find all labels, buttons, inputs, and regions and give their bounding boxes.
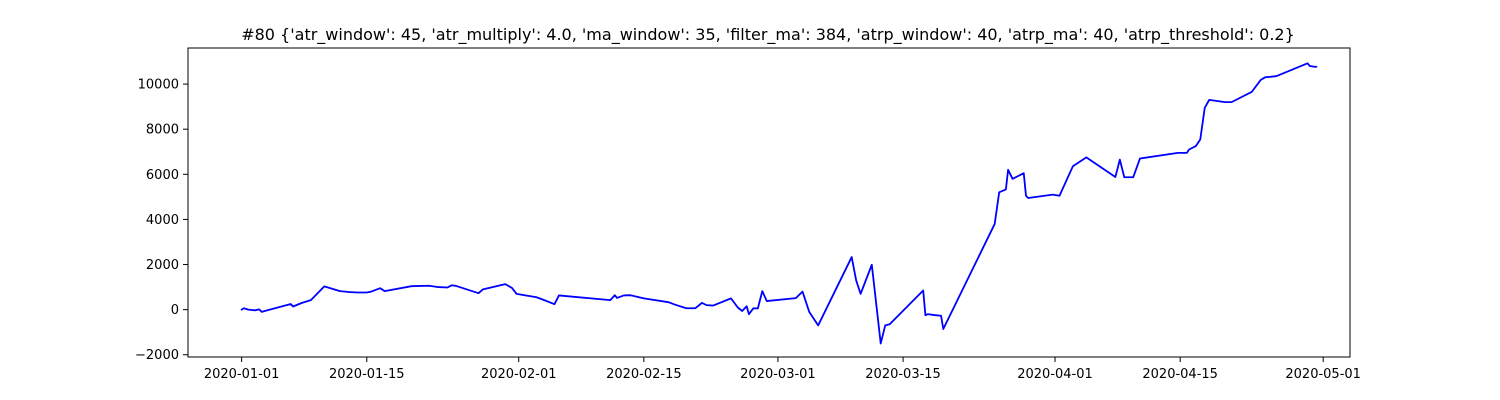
y-tick-label: −2000 <box>135 348 179 363</box>
plot-area <box>188 48 1350 357</box>
chart-title: #80 {'atr_window': 45, 'atr_multiply': 4… <box>241 25 1295 45</box>
x-tick-label: 2020-03-01 <box>740 367 816 382</box>
x-tick-label: 2020-01-15 <box>329 367 405 382</box>
x-tick-label: 2020-05-01 <box>1285 367 1361 382</box>
y-axis: −2000 0 2000 4000 6000 8000 10000 <box>135 78 188 363</box>
x-tick-label: 2020-04-15 <box>1142 367 1218 382</box>
y-tick-label: 2000 <box>146 258 179 273</box>
y-tick-label: 10000 <box>138 78 179 93</box>
y-tick-label: 8000 <box>146 123 179 138</box>
y-tick-label: 6000 <box>146 168 179 183</box>
x-tick-label: 2020-02-01 <box>481 367 557 382</box>
y-tick-label: 0 <box>171 303 179 318</box>
y-tick-label: 4000 <box>146 213 179 228</box>
x-axis: 2020-01-01 2020-01-15 2020-02-01 2020-02-15… <box>204 357 1361 382</box>
x-tick-label: 2020-03-15 <box>865 367 941 382</box>
series-line <box>240 62 1318 345</box>
x-tick-label: 2020-04-01 <box>1017 367 1093 382</box>
plot-frame <box>187 47 1351 358</box>
x-tick-label: 2020-01-01 <box>204 367 280 382</box>
x-tick-label: 2020-02-15 <box>606 367 682 382</box>
